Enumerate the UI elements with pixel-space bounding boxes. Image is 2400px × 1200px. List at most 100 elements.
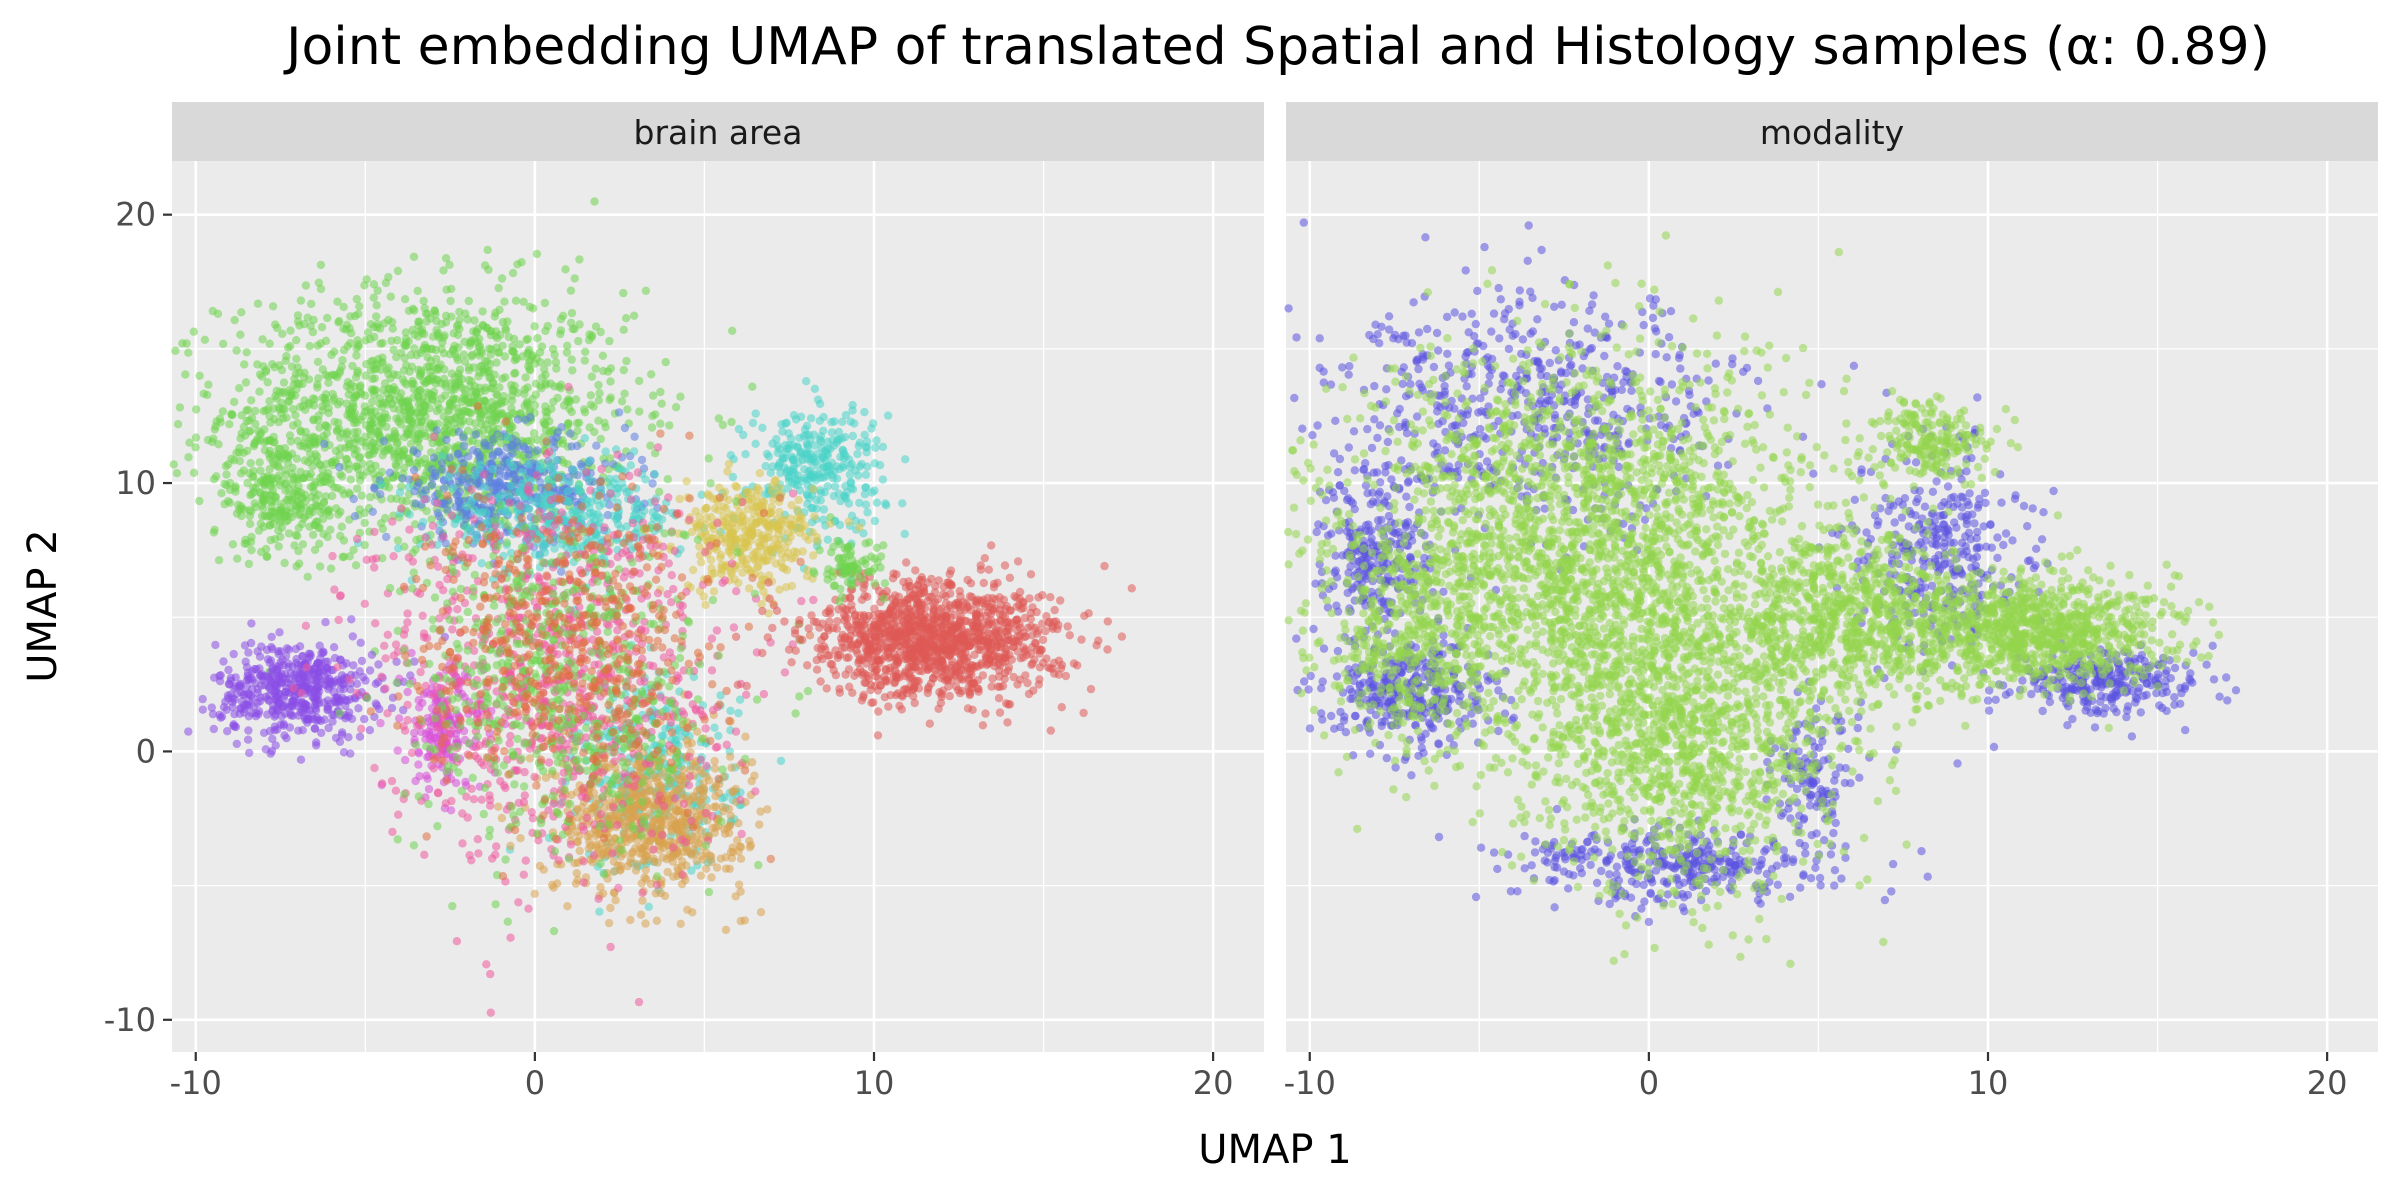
data-point: [386, 292, 395, 301]
data-point: [235, 709, 244, 718]
data-point: [312, 738, 321, 747]
data-point: [209, 528, 219, 537]
data-point: [653, 589, 663, 598]
data-point: [417, 328, 427, 338]
data-point: [458, 477, 467, 487]
data-point: [591, 842, 601, 852]
data-point: [350, 428, 359, 437]
data-point: [566, 286, 576, 295]
data-point: [449, 329, 458, 338]
data-point: [373, 286, 382, 295]
data-point: [898, 499, 907, 508]
data-point: [727, 519, 737, 528]
data-point: [172, 469, 182, 478]
data-point: [494, 283, 503, 293]
data-point: [191, 443, 200, 452]
data-point: [404, 482, 414, 492]
data-point: [299, 514, 308, 523]
data-point: [805, 493, 814, 503]
data-point: [330, 483, 339, 492]
data-point: [261, 692, 270, 702]
data-point: [230, 722, 239, 731]
data-point: [195, 496, 204, 506]
data-point: [747, 776, 756, 786]
data-point: [794, 495, 803, 505]
data-point: [567, 308, 577, 318]
data-point: [572, 419, 582, 428]
data-point: [226, 478, 235, 488]
data-point: [707, 873, 716, 882]
data-point: [237, 511, 246, 521]
data-point: [329, 643, 339, 652]
data-point: [543, 358, 552, 367]
data-point: [714, 788, 724, 798]
data-point: [480, 438, 489, 448]
data-point: [198, 705, 207, 714]
data-point: [566, 429, 575, 438]
data-point: [728, 326, 737, 335]
data-point: [382, 532, 391, 542]
data-point: [538, 464, 547, 473]
data-point: [288, 463, 297, 472]
data-point: [311, 669, 320, 679]
data-point: [378, 451, 387, 460]
data-point: [315, 523, 324, 532]
data-point: [414, 392, 423, 402]
data-point: [606, 377, 615, 386]
data-point: [316, 284, 326, 294]
data-point: [347, 615, 356, 624]
data-point: [303, 715, 312, 724]
data-point: [420, 343, 429, 352]
data-point: [567, 442, 576, 451]
data-point: [649, 391, 658, 400]
data-point: [324, 378, 333, 387]
data-point: [372, 360, 381, 369]
data-point: [792, 442, 802, 451]
data-point: [375, 393, 384, 403]
data-point: [313, 341, 322, 350]
data-point: [223, 727, 232, 736]
data-point: [376, 339, 385, 348]
data-point: [439, 266, 448, 275]
data-point: [216, 418, 225, 427]
data-point: [268, 302, 278, 311]
data-point: [258, 335, 267, 344]
data-point: [540, 298, 550, 308]
data-point: [390, 453, 399, 462]
data-point: [806, 414, 816, 423]
data-point: [409, 384, 419, 394]
data-point: [500, 352, 510, 361]
data-point: [728, 843, 737, 852]
data-point: [870, 516, 880, 526]
data-point: [361, 371, 370, 380]
data-point: [490, 370, 499, 379]
data-point: [392, 352, 401, 362]
data-point: [296, 755, 306, 764]
data-point: [303, 701, 312, 710]
data-point: [603, 367, 613, 376]
data-point: [455, 365, 465, 374]
data-point: [838, 463, 848, 472]
data-point: [237, 308, 246, 317]
data-point: [315, 641, 324, 650]
data-point: [388, 324, 397, 333]
data-point: [366, 420, 376, 429]
data-point: [414, 456, 424, 465]
data-point: [459, 433, 468, 442]
data-point: [272, 704, 281, 713]
data-point: [219, 339, 228, 348]
data-point: [409, 446, 418, 455]
data-point: [279, 721, 288, 730]
data-point: [241, 657, 250, 666]
data-point: [661, 357, 670, 367]
data-point: [630, 432, 639, 441]
data-point: [878, 442, 888, 451]
data-point: [848, 485, 858, 494]
data-point: [274, 471, 284, 480]
data-point: [241, 535, 250, 545]
data-point: [689, 793, 698, 802]
data-point: [595, 389, 604, 398]
data-point: [740, 916, 749, 925]
data-point: [311, 501, 320, 510]
data-point: [289, 475, 298, 484]
